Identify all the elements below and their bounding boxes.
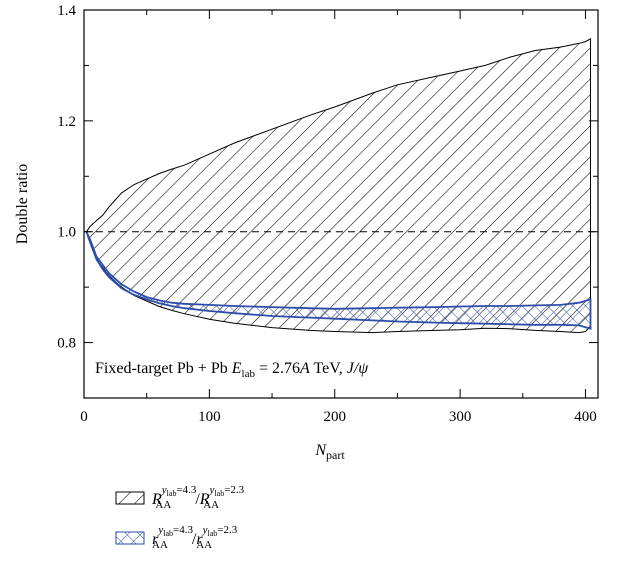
x-axis-title-main: N bbox=[314, 442, 327, 459]
legend-label-part: lab bbox=[167, 489, 177, 498]
x-tick-label: 400 bbox=[574, 409, 597, 425]
y-tick-label: 1.2 bbox=[57, 114, 76, 130]
band-series-1 bbox=[85, 37, 591, 334]
x-tick-label: 300 bbox=[449, 409, 472, 425]
x-tick-label: 200 bbox=[323, 409, 346, 425]
legend-label-part: =4.3 bbox=[173, 524, 193, 536]
legend-label-part: =4.3 bbox=[176, 484, 196, 496]
annotation-pre: Fixed-target Pb + Pb bbox=[95, 360, 232, 377]
legend-label-part: y bbox=[209, 484, 215, 496]
y-tick-label: 1.4 bbox=[57, 3, 76, 19]
legend-swatch-2 bbox=[115, 531, 145, 545]
band-series-2 bbox=[85, 231, 592, 330]
legend-label-part: lab bbox=[207, 529, 217, 538]
x-tick-label: 100 bbox=[198, 409, 221, 425]
annotation-psi: J/ψ bbox=[347, 360, 370, 377]
annotation-e: E bbox=[231, 360, 242, 377]
legend-label-part: r bbox=[196, 531, 203, 548]
legend-label-part: y bbox=[161, 484, 167, 496]
y-axis-title: Double ratio bbox=[14, 164, 31, 244]
annotation-a: A bbox=[299, 360, 310, 377]
legend-label-part: / bbox=[195, 491, 200, 508]
plot-frame bbox=[83, 9, 599, 399]
legend-label-part: AA bbox=[196, 539, 212, 551]
legend-label-part: R bbox=[199, 491, 210, 508]
annotation-eq: = 2.76 bbox=[255, 360, 300, 377]
annotation-e-sub: lab bbox=[242, 368, 256, 380]
legend-label-part: lab bbox=[163, 529, 173, 538]
chart-annotation: Fixed-target Pb + Pb Elab = 2.76A TeV, J… bbox=[95, 360, 369, 380]
legend-label-part: y bbox=[157, 524, 163, 536]
legend-label-part: y bbox=[202, 524, 208, 536]
legend-label-2: rylab=4.3 AA/rylab=2.3 AA bbox=[152, 524, 238, 551]
annotation-tev: TeV, bbox=[310, 360, 347, 377]
legend-swatch-1 bbox=[115, 491, 145, 505]
legend-label-part: R bbox=[151, 491, 162, 508]
y-tick-label: 1.0 bbox=[57, 225, 76, 241]
x-axis-title-sub: part bbox=[326, 448, 345, 462]
x-axis-title: Npart bbox=[314, 442, 345, 462]
legend-label-part: / bbox=[192, 531, 197, 548]
legend-label-part: r bbox=[152, 531, 159, 548]
legend-label-part: lab bbox=[214, 489, 224, 498]
legend-label-part: =2.3 bbox=[224, 484, 244, 496]
legend-label-part: AA bbox=[155, 499, 171, 511]
y-tick-label: 0.8 bbox=[57, 336, 76, 352]
legend-label-part: AA bbox=[203, 499, 219, 511]
x-tick-label: 0 bbox=[80, 409, 88, 425]
legend-label-1: Rylab=4.3 AA/Rylab=2.3 AA bbox=[151, 484, 245, 511]
legend-label-part: AA bbox=[152, 539, 168, 551]
legend-label-part: =2.3 bbox=[217, 524, 237, 536]
